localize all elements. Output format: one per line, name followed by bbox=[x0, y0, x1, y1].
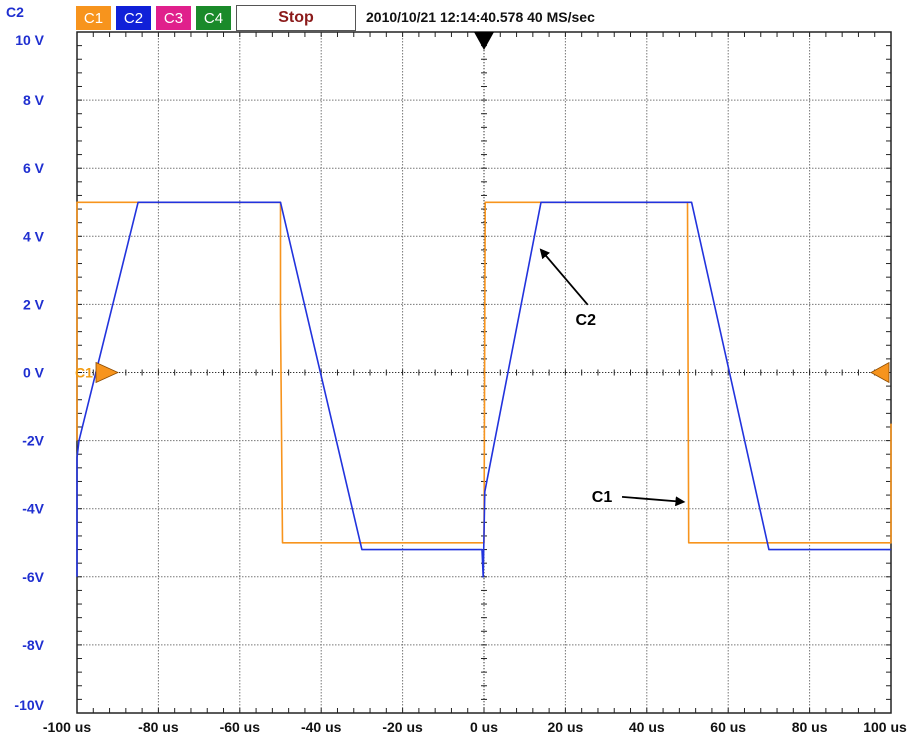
x-tick-label: -60 us bbox=[220, 719, 261, 735]
annotations: C2 C1 bbox=[539, 248, 686, 507]
channel-c3-button[interactable]: C3 bbox=[156, 6, 191, 30]
traces bbox=[76, 201, 892, 578]
x-tick-label: 80 us bbox=[792, 719, 828, 735]
trigger-position-icon[interactable] bbox=[474, 32, 494, 50]
acquisition-status: 2010/10/21 12:14:40.578 40 MS/sec bbox=[366, 9, 595, 25]
trigger-level-marker-icon[interactable] bbox=[870, 361, 890, 384]
x-tick-label: 60 us bbox=[710, 719, 746, 735]
channel-c2-button[interactable]: C2 bbox=[116, 6, 151, 30]
x-tick-label: -80 us bbox=[138, 719, 179, 735]
x-tick-label: -100 us bbox=[43, 719, 91, 735]
timestamp: 2010/10/21 12:14:40.578 bbox=[366, 9, 524, 25]
x-tick-label: 20 us bbox=[547, 719, 583, 735]
y-tick-label: -6V bbox=[22, 569, 44, 585]
y-tick-label: -4V bbox=[22, 501, 44, 517]
channel-c1-button[interactable]: C1 bbox=[76, 6, 111, 30]
annotation-c2: C2 bbox=[576, 312, 597, 329]
y-tick-label: 2 V bbox=[23, 296, 45, 312]
scope-toolbar: C2 C1 C2 C3 C4 Stop 2010/10/21 12:14:40.… bbox=[0, 0, 910, 34]
x-tick-label: 100 us bbox=[863, 719, 907, 735]
y-tick-label: 6 V bbox=[23, 160, 45, 176]
active-channel-indicator: C2 bbox=[6, 4, 24, 20]
y-tick-label: -10V bbox=[14, 697, 44, 713]
y-tick-label: -8V bbox=[22, 637, 44, 653]
y-tick-label: 0 V bbox=[23, 365, 45, 381]
annotation-arrow bbox=[539, 248, 589, 306]
y-tick-label: 4 V bbox=[23, 228, 45, 244]
y-tick-label: 10 V bbox=[15, 32, 44, 48]
y-tick-label: 8 V bbox=[23, 92, 45, 108]
x-tick-label: 0 us bbox=[470, 719, 498, 735]
trace-c2 bbox=[76, 201, 891, 578]
annotation-c1: C1 bbox=[592, 489, 613, 506]
c1-ground-level-marker-icon[interactable] bbox=[95, 361, 119, 384]
y-tick-label: -2V bbox=[22, 433, 44, 449]
tick-labels: 10 V 8 V 6 V 4 V 2 V 0 V -2V -4V -6V -8V -10V -100 … bbox=[14, 32, 907, 735]
x-tick-label: -40 us bbox=[301, 719, 342, 735]
stop-button[interactable]: Stop bbox=[236, 5, 356, 31]
x-tick-label: 40 us bbox=[629, 719, 665, 735]
markers: C1 bbox=[75, 32, 890, 384]
annotation-arrow bbox=[621, 495, 686, 507]
x-tick-label: -20 us bbox=[382, 719, 423, 735]
channel-c4-button[interactable]: C4 bbox=[196, 6, 231, 30]
c1-level-marker-label: C1 bbox=[75, 365, 93, 381]
sample-rate: 40 MS/sec bbox=[527, 9, 595, 25]
